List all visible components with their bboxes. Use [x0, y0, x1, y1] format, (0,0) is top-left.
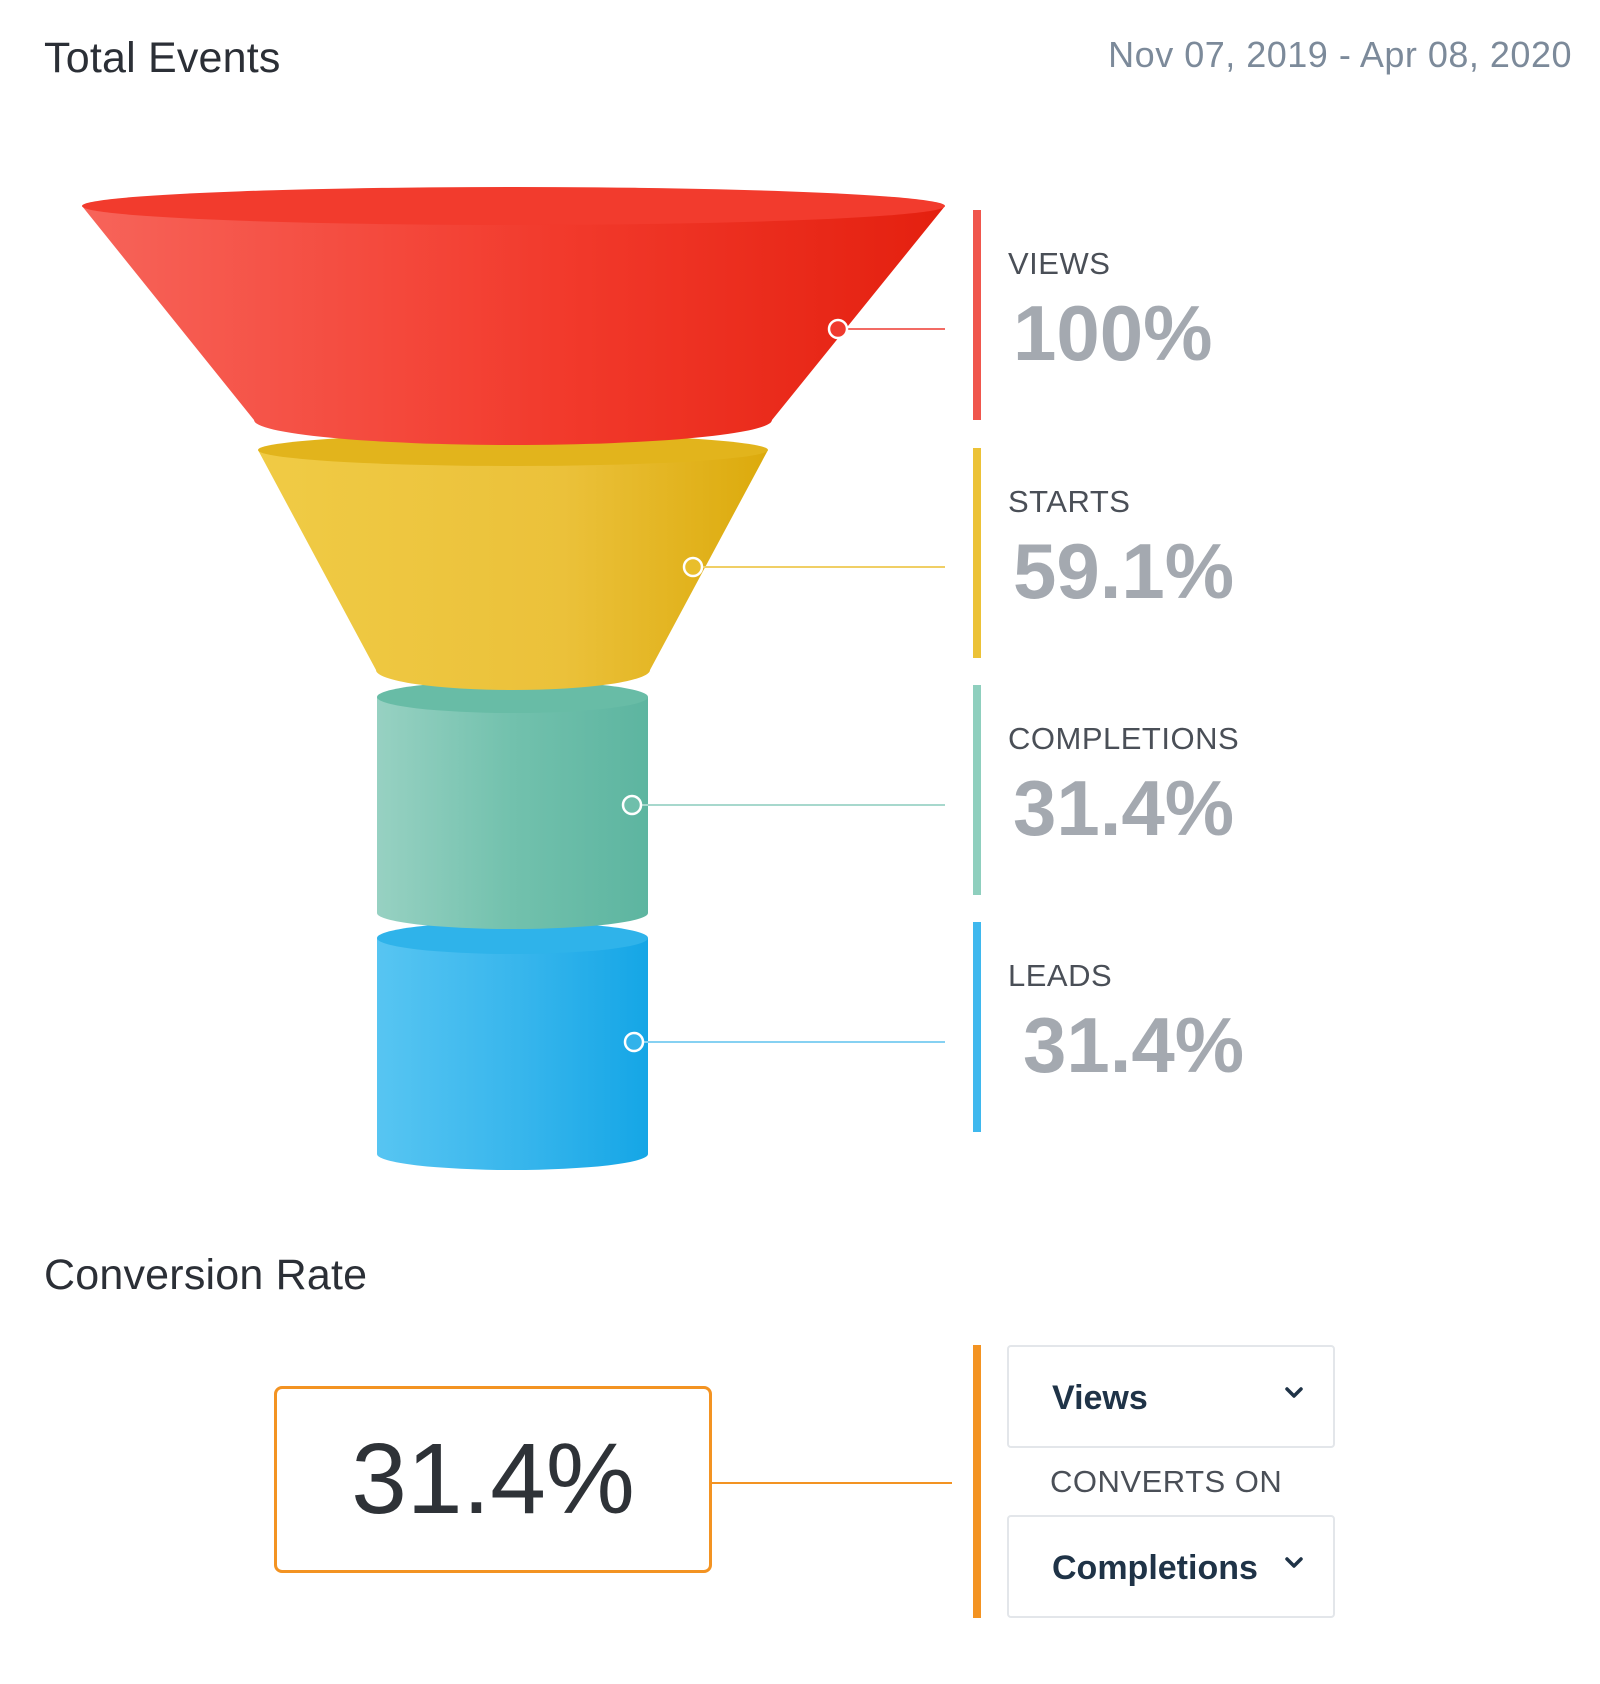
- stage-completions-bar: [973, 685, 981, 895]
- stage-leads: LEADS 31.4%: [973, 922, 1423, 1132]
- conversion-rate-title: Conversion Rate: [44, 1251, 368, 1299]
- stage-starts-value: 59.1%: [1013, 527, 1235, 615]
- funnel-segment-leads[interactable]: [377, 922, 648, 1170]
- stage-completions: COMPLETIONS 31.4%: [973, 685, 1423, 895]
- stage-views-label: VIEWS: [1008, 246, 1111, 281]
- connector-starts: [682, 556, 945, 578]
- to-event-select[interactable]: Completions: [1007, 1515, 1335, 1618]
- funnel-segment-views[interactable]: [82, 187, 945, 445]
- funnel-segment-starts[interactable]: [258, 434, 768, 690]
- connector-views: [827, 318, 945, 340]
- converts-on-label: CONVERTS ON: [1050, 1464, 1283, 1499]
- funnel-segment-completions[interactable]: [377, 681, 648, 929]
- stage-leads-bar: [973, 922, 981, 1132]
- stage-views-value: 100%: [1013, 289, 1213, 377]
- to-event-select-value: Completions: [1052, 1549, 1258, 1587]
- stage-views: VIEWS 100%: [973, 210, 1423, 420]
- connector-completions: [621, 794, 945, 816]
- conversion-connector-line: [712, 1482, 952, 1484]
- total-events-title: Total Events: [44, 34, 281, 82]
- from-event-select-value: Views: [1052, 1379, 1148, 1417]
- chevron-down-icon: [1285, 1557, 1303, 1568]
- stage-views-bar: [973, 210, 981, 420]
- from-event-select[interactable]: Views: [1007, 1345, 1335, 1448]
- chevron-down-icon: [1285, 1387, 1303, 1398]
- stage-leads-value: 31.4%: [1023, 1001, 1245, 1089]
- stage-starts-bar: [973, 448, 981, 658]
- conversion-rate-value: 31.4%: [274, 1386, 712, 1573]
- funnel-chart: [82, 187, 945, 1170]
- stage-starts-label: STARTS: [1008, 484, 1131, 519]
- stage-leads-label: LEADS: [1008, 958, 1113, 993]
- conversion-accent-bar: [973, 1345, 981, 1618]
- stage-completions-value: 31.4%: [1013, 764, 1235, 852]
- stage-completions-label: COMPLETIONS: [1008, 721, 1240, 756]
- date-range[interactable]: Nov 07, 2019 - Apr 08, 2020: [1108, 34, 1572, 75]
- connector-leads: [623, 1031, 945, 1053]
- stage-starts: STARTS 59.1%: [973, 448, 1423, 658]
